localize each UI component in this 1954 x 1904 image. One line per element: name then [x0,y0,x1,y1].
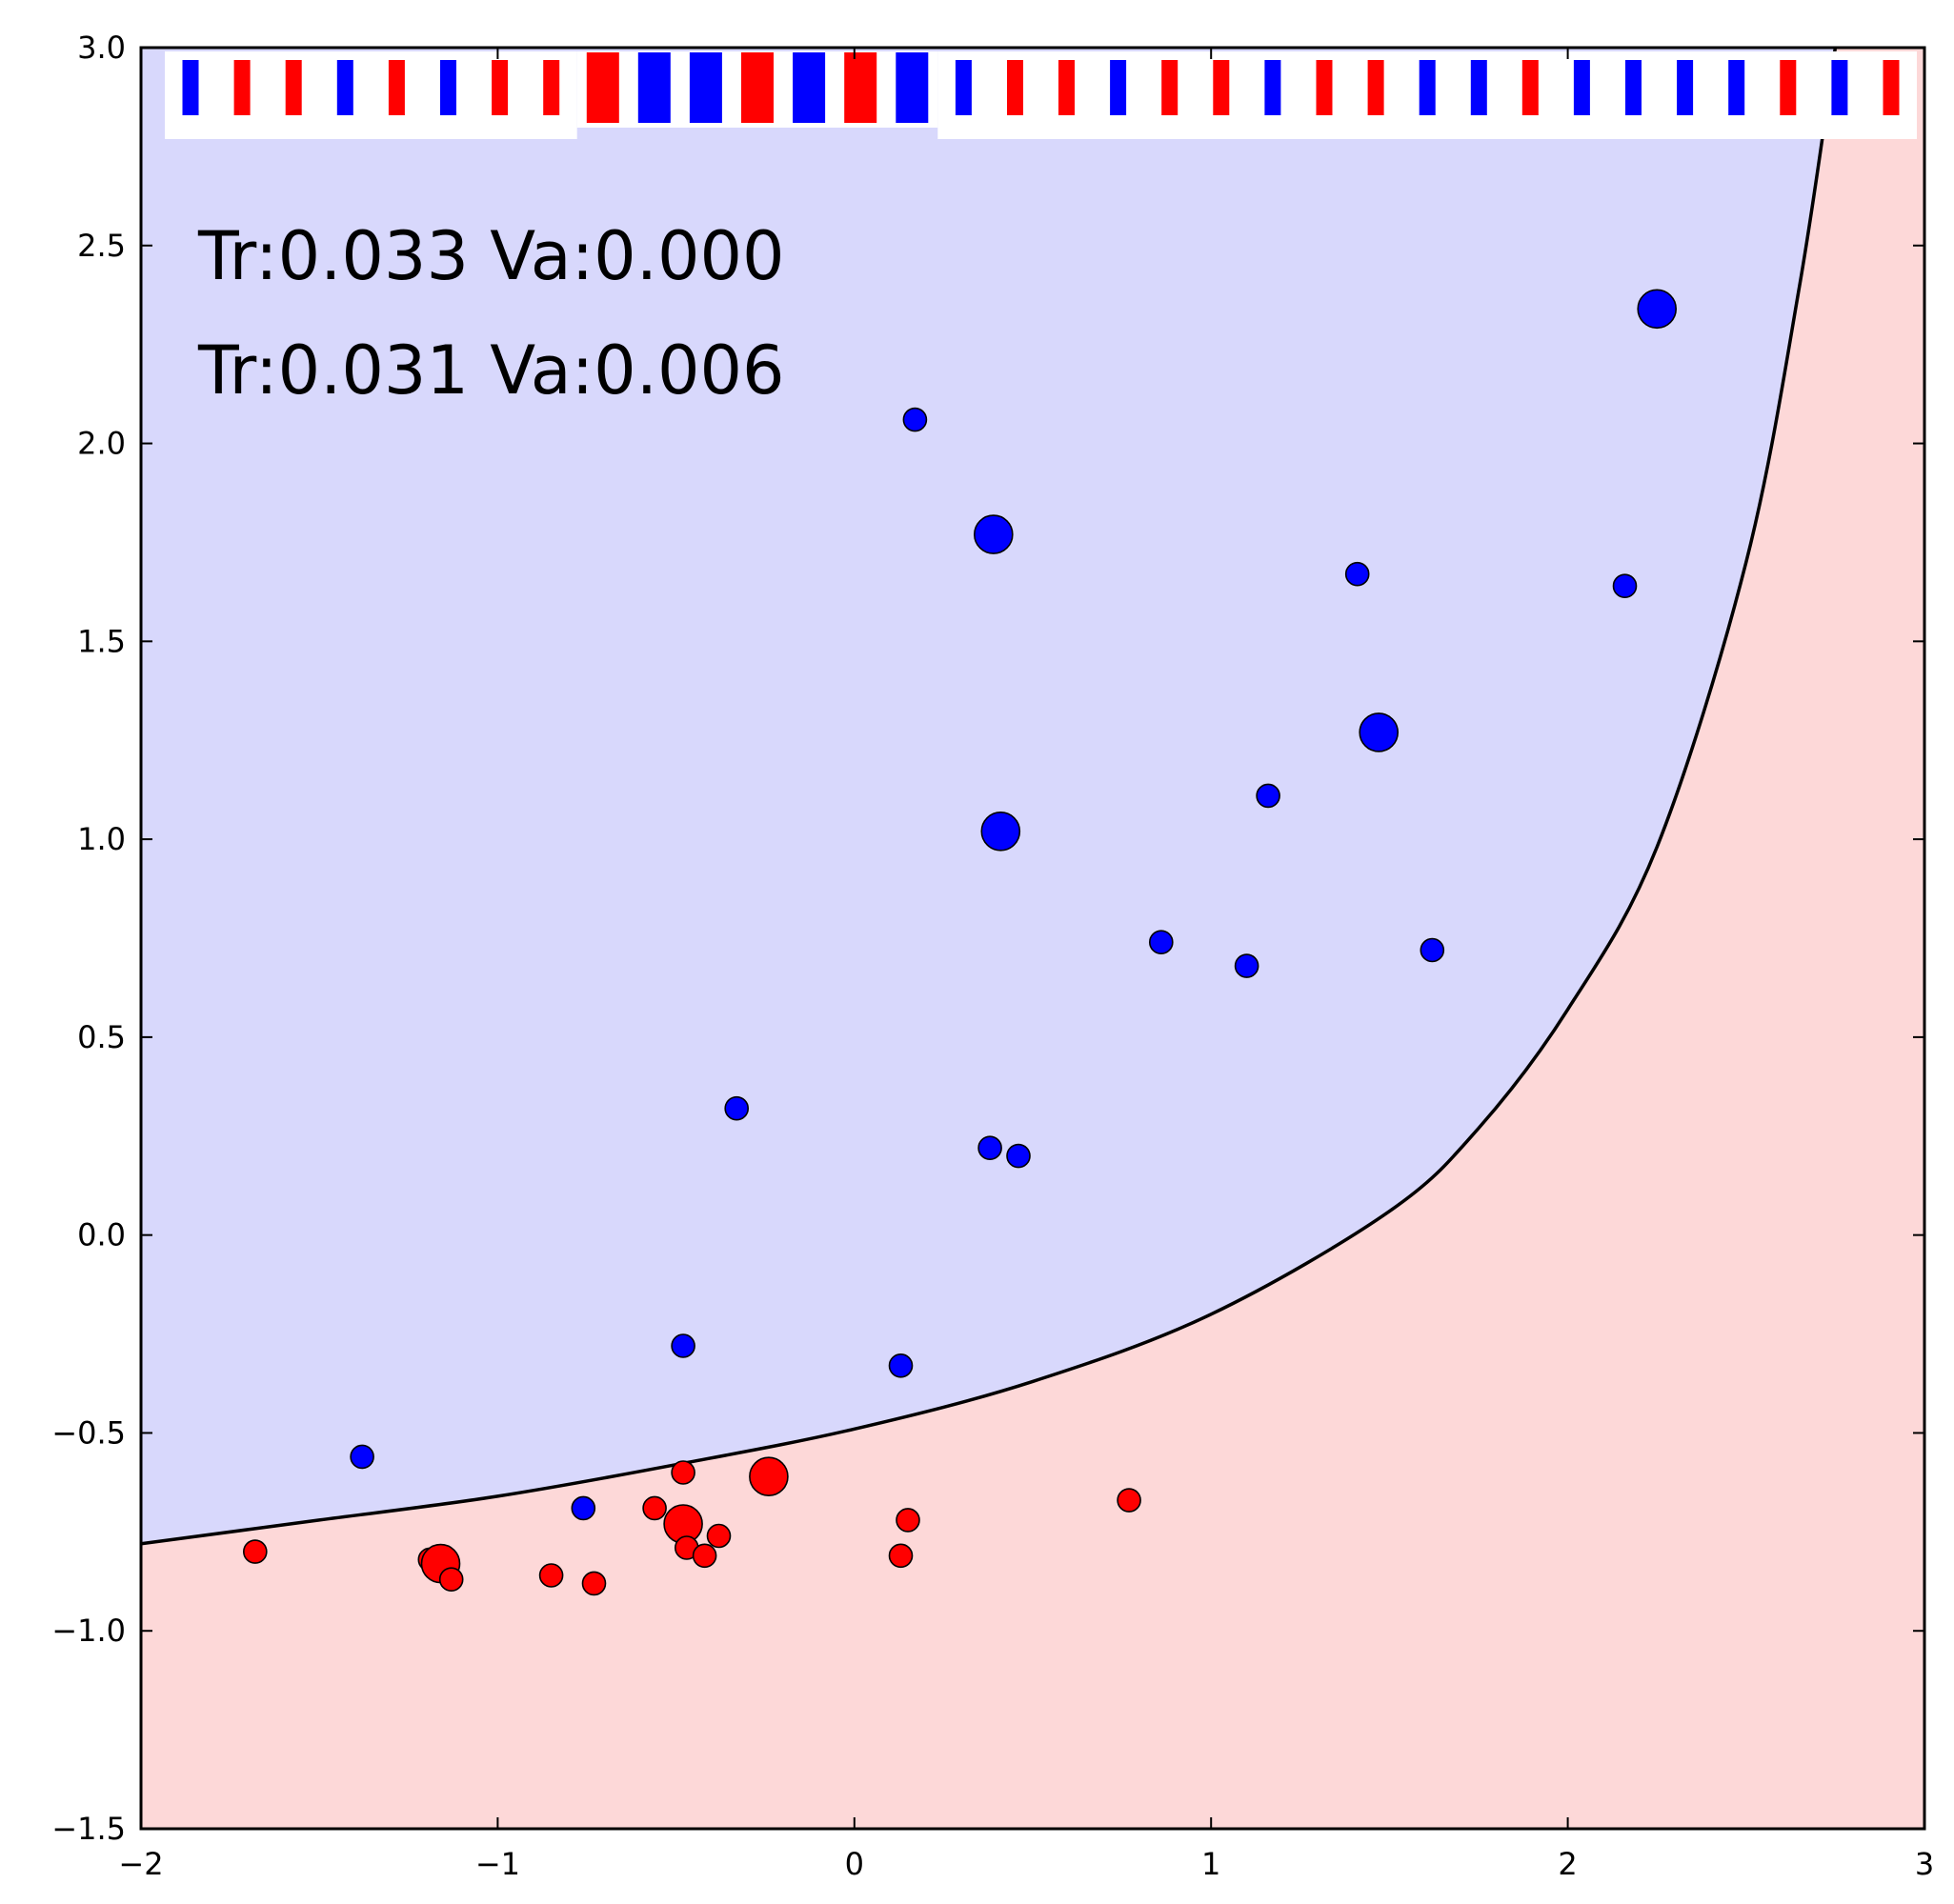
red-data-point [896,1508,920,1533]
blue-data-point [571,1495,596,1521]
blue-class-region [141,48,1836,1544]
x-tick-label: 2 [1558,1846,1577,1882]
blue-data-point [977,1135,1002,1160]
x-tick-labels: −2 −1 0 1 2 3 [118,1846,1934,1882]
strip-bar [1419,60,1436,115]
red-data-point [438,1567,464,1592]
strip-bar [1213,60,1230,115]
strip-bar [1316,60,1333,115]
strip-bar [1470,60,1487,115]
data-points [242,289,1677,1596]
strip-bar [1367,60,1384,115]
strip-bar [285,60,302,115]
annotation-line-2: Tr:0.031 Va:0.006 [197,331,785,410]
strip-bar [844,52,877,123]
strip-bar [741,52,774,123]
blue-data-point [980,811,1021,852]
strip-bar [1110,60,1127,115]
strip-bar [1677,60,1694,115]
strip-bar [1831,60,1848,115]
blue-data-point [1612,573,1638,599]
y-tick-label: 1.5 [77,623,126,659]
red-data-point [1117,1488,1141,1513]
strip-bar [543,60,560,115]
strip-bar [1573,60,1590,115]
annotation-line-1: Tr:0.033 Va:0.000 [197,217,785,295]
x-tick-label: −2 [118,1846,163,1882]
strip-bar [492,60,509,115]
strip-bar [440,60,456,115]
strip-bar [1728,60,1745,115]
y-tick-label: 0.0 [77,1217,126,1253]
red-data-point [888,1543,914,1569]
x-tick-label: 3 [1915,1846,1934,1882]
strip-bar [1625,60,1642,115]
y-tick-label: 0.5 [77,1019,126,1055]
plot-frame [139,46,1926,1831]
y-tick-label: −1.5 [51,1811,126,1847]
strip-bar [793,52,826,123]
strip-bar [1161,60,1178,115]
y-tick-label: −1.0 [51,1613,126,1649]
strip-bar [1883,60,1900,115]
x-tick-label: 1 [1201,1846,1220,1882]
strip-bar [388,60,405,115]
blue-data-point [671,1333,695,1358]
y-tick-labels: −1.5 −1.0 −0.5 0.0 0.5 1.0 1.5 2.0 2.5 3.0 [51,30,126,1847]
blue-data-point [1344,561,1370,587]
x-tick-label: −1 [475,1846,520,1882]
red-data-point [749,1456,789,1496]
strip-background [165,51,577,139]
strip-bar [1058,60,1075,115]
strip-bar [586,52,619,123]
strip-bar [182,60,199,115]
y-tick-label: 1.0 [77,821,126,857]
strip-bar [1780,60,1797,115]
blue-data-point [1256,783,1280,809]
blue-data-point [1006,1143,1031,1169]
red-data-point [692,1543,717,1569]
y-tick-label: 3.0 [77,30,126,66]
top-strip [165,51,1917,139]
decision-boundary-line [141,48,1838,1546]
blue-data-point [888,1353,914,1378]
red-data-point [538,1563,564,1588]
axis-ticks [140,47,1925,1830]
blue-data-point [1637,289,1677,330]
blue-data-point [1420,937,1445,963]
blue-data-point [1359,712,1399,752]
strip-bar [1521,60,1539,115]
y-tick-label: 2.0 [77,426,126,462]
strip-bar [1007,60,1023,115]
y-tick-label: −0.5 [51,1414,126,1451]
blue-data-point [350,1444,374,1470]
blue-data-point [1149,930,1174,955]
strip-bar [233,60,251,115]
blue-data-point [724,1095,750,1121]
strip-bar [896,52,929,123]
x-tick-label: 0 [845,1846,864,1882]
strip-bar [955,60,972,115]
plot-area [141,48,1924,1829]
strip-bar [1264,60,1281,115]
red-data-point [706,1523,732,1549]
blue-data-point [1234,953,1259,978]
strip-bar [689,52,722,123]
blue-data-point [902,407,928,432]
strip-bar [336,60,353,115]
red-data-point [642,1495,667,1521]
red-data-point [242,1539,268,1564]
red-data-point [581,1571,607,1596]
strip-bar [637,52,671,123]
y-tick-label: 2.5 [77,228,126,264]
red-data-point [671,1460,695,1485]
blue-data-point [974,514,1014,554]
